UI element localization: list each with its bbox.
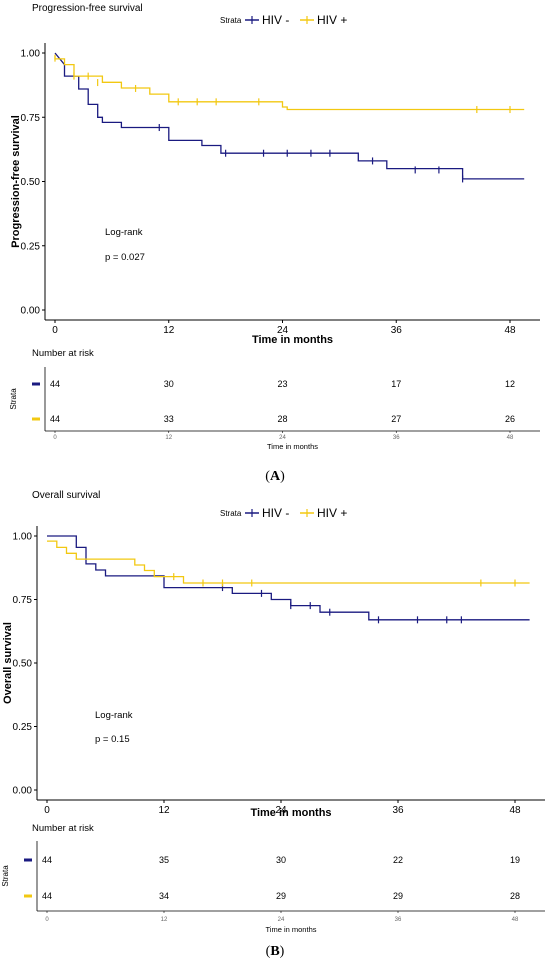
risk-count: 30	[276, 855, 286, 865]
risk-count: 27	[391, 414, 401, 424]
risk-strata-label: Strata	[9, 388, 18, 410]
x-tick-label: 36	[392, 805, 404, 816]
risk-count: 12	[505, 379, 515, 389]
risk-count: 35	[159, 855, 169, 865]
risk-count: 17	[391, 379, 401, 389]
risk-x-tick-label: 24	[278, 917, 285, 923]
annotation-test: Log-rank	[95, 710, 133, 721]
risk-count: 30	[164, 379, 174, 389]
x-tick-label: 24	[275, 805, 287, 816]
risk-count: 44	[50, 379, 60, 389]
x-tick-label: 12	[158, 805, 170, 816]
x-tick-label: 48	[504, 325, 516, 336]
risk-x-tick-label: 12	[161, 917, 168, 923]
axes: 0.00 0.25 0.50 0.75 1.00 0 12 24 36 48	[21, 43, 540, 336]
risk-table: Number at risk Strata 44 35 30 22 19 44 34 29 29 28…	[1, 823, 545, 934]
risk-count: 23	[277, 379, 287, 389]
axes: 0.00 0.25 0.50 0.75 1.00 0 12 24 36 48	[13, 526, 545, 816]
risk-count: 44	[50, 414, 60, 424]
survival-curve-hiv-neg	[47, 535, 530, 621]
chart-panel-a: Progression-free survival Strata HIV - HIV …	[9, 3, 540, 484]
risk-row-key-hiv-neg	[32, 382, 40, 386]
risk-x-tick-label: 0	[53, 435, 57, 441]
legend-label: HIV -	[262, 13, 289, 27]
chart-title: Progression-free survival	[32, 3, 143, 14]
y-axis-label: Progression-free survival	[10, 115, 22, 248]
x-tick-label: 12	[163, 325, 175, 336]
y-axis-label: Overall survival	[2, 622, 14, 704]
risk-row-key-hiv-pos	[32, 417, 40, 421]
survival-curve-hiv-neg	[54, 52, 525, 180]
legend-key-hiv-neg	[245, 509, 259, 517]
risk-count: 34	[159, 891, 169, 901]
risk-x-tick-label: 24	[279, 435, 286, 441]
risk-count: 26	[505, 414, 515, 424]
risk-strata-label: Strata	[1, 865, 10, 887]
x-axis-label: Time in months	[250, 807, 331, 819]
y-tick-label: 1.00	[21, 49, 41, 60]
risk-table-title: Number at risk	[32, 348, 94, 359]
risk-count: 29	[393, 891, 403, 901]
legend-title: Strata	[220, 509, 242, 518]
risk-count: 19	[510, 855, 520, 865]
legend-label: HIV +	[317, 506, 347, 520]
x-tick-label: 0	[52, 325, 58, 336]
risk-x-tick-label: 48	[512, 917, 519, 923]
risk-count: 44	[42, 855, 52, 865]
x-axis-label: Time in months	[252, 334, 333, 346]
legend-key-hiv-pos	[300, 509, 314, 517]
risk-table-title: Number at risk	[32, 823, 94, 834]
risk-x-tick-label: 12	[165, 435, 172, 441]
y-tick-label: 0.00	[21, 306, 41, 317]
panel-caption: (B)	[266, 944, 285, 959]
risk-x-tick-label: 36	[395, 917, 402, 923]
x-tick-label: 48	[509, 805, 521, 816]
legend: Strata HIV - HIV +	[220, 506, 347, 520]
legend-label: HIV +	[317, 13, 347, 27]
legend-key-hiv-neg	[245, 16, 259, 24]
risk-count: 33	[164, 414, 174, 424]
risk-row-key-hiv-pos	[24, 894, 32, 898]
x-tick-label: 36	[391, 325, 403, 336]
legend-label: HIV -	[262, 506, 289, 520]
y-tick-label: 0.75	[13, 595, 33, 606]
risk-x-tick-label: 48	[507, 435, 514, 441]
risk-x-axis-label: Time in months	[266, 925, 317, 934]
x-tick-label: 24	[277, 325, 289, 336]
annotation-test: Log-rank	[105, 227, 143, 238]
chart-title: Overall survival	[32, 490, 100, 501]
risk-row-key-hiv-neg	[24, 858, 32, 862]
y-tick-label: 1.00	[13, 532, 33, 543]
annotation-pvalue: p = 0.027	[105, 252, 145, 263]
y-tick-label: 0.25	[13, 722, 33, 733]
risk-count: 28	[277, 414, 287, 424]
survival-curve-hiv-pos	[47, 540, 530, 584]
legend: Strata HIV - HIV +	[220, 13, 347, 27]
chart-panel-b: Overall survival Strata HIV - HIV + 0.00 0.25…	[1, 490, 545, 959]
y-tick-label: 0.25	[21, 241, 41, 252]
legend-key-hiv-pos	[300, 16, 314, 24]
risk-x-tick-label: 0	[45, 917, 49, 923]
risk-x-axis-label: Time in months	[267, 442, 318, 451]
y-tick-label: 0.50	[13, 659, 33, 670]
y-tick-label: 0.75	[21, 113, 41, 124]
risk-table: Number at risk Strata 44 30 23 17 12 44 33 28 27 26…	[9, 348, 540, 451]
risk-count: 29	[276, 891, 286, 901]
risk-count: 44	[42, 891, 52, 901]
y-tick-label: 0.50	[21, 177, 41, 188]
annotation-pvalue: p = 0.15	[95, 734, 130, 745]
x-tick-label: 0	[44, 805, 50, 816]
y-tick-label: 0.00	[13, 786, 33, 797]
risk-x-tick-label: 36	[393, 435, 400, 441]
risk-count: 22	[393, 855, 403, 865]
legend-title: Strata	[220, 16, 242, 25]
risk-count: 28	[510, 891, 520, 901]
survival-curve-hiv-pos	[54, 55, 525, 111]
panel-caption: (A)	[265, 469, 285, 484]
